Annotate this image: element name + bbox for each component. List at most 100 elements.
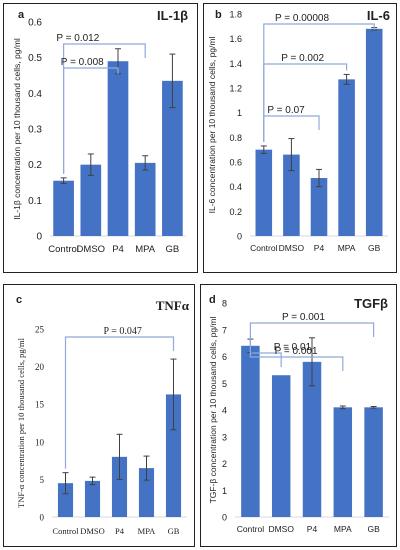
bar-dmso (283, 154, 300, 236)
y-tick-label: 8 (222, 299, 227, 309)
category-label: MPA (334, 524, 352, 534)
y-tick-label: 0 (237, 232, 242, 242)
chart-panel-d: d TGFβ 0 1 2 3 4 5 6 7 8 TGF-β concentration per 10… (200, 284, 397, 547)
category-label: Control (237, 524, 265, 534)
bar-gb (364, 407, 383, 517)
bar-dmso (80, 164, 102, 236)
y-tick-label: 20 (35, 362, 45, 372)
panel-letter-c: c (16, 294, 22, 306)
bar-gb (365, 28, 383, 236)
significance-bracket (263, 63, 348, 142)
y-tick-label: 0.8 (229, 133, 242, 143)
chart-a-svg: a IL-1β 0 0.1 0.2 0.3 0.4 0.5 0.6 IL-1β concentra… (12, 8, 188, 255)
y-tick-label: 3 (222, 432, 227, 442)
bar-dmso (84, 480, 101, 517)
y-tick-label: 0.2 (28, 160, 42, 171)
y-axis-label: IL-1β concentration per 10 thousand cell… (12, 38, 22, 220)
category-label: GB (367, 524, 380, 534)
category-label: GB (168, 526, 180, 536)
chart-c-svg: c TNFα 0 5 10 15 20 25 TNF-α concentration per 1… (16, 294, 190, 536)
y-tick-label: 0.6 (229, 158, 242, 168)
chart-title: TGFβ (354, 296, 388, 311)
significance-bracket (263, 115, 320, 142)
bar-control (57, 483, 74, 517)
category-label: GB (166, 244, 180, 255)
panel-letter-a: a (18, 9, 25, 21)
y-tick-label: 25 (35, 325, 45, 335)
bar-control (255, 149, 273, 236)
category-label: Control (48, 244, 79, 255)
bar-gb (165, 394, 182, 517)
category-label: P4 (112, 244, 124, 255)
category-label: P4 (314, 243, 325, 253)
bar-p4 (107, 61, 129, 236)
y-tick-label: 5 (222, 379, 227, 389)
category-label: MPA (138, 526, 157, 536)
p-value-label: P = 0.047 (104, 326, 142, 337)
bar-mpa (338, 79, 355, 236)
p-value-label: P = 0.07 (267, 105, 305, 116)
chart-title: IL-6 (367, 8, 390, 23)
p-value-label: P = 0.01 (274, 342, 312, 353)
category-label: P4 (307, 524, 318, 534)
p-value-label: P = 0.00008 (275, 13, 329, 24)
y-tick-label: 1.4 (229, 59, 242, 69)
category-label: MPA (135, 244, 156, 255)
bar-gb (162, 80, 183, 236)
significance-bracket (64, 336, 175, 469)
significance-bracket (249, 335, 344, 371)
category-label: DMSO (80, 526, 105, 536)
y-tick-label: 1.6 (229, 34, 242, 44)
chart-panel-b: b IL-6 0 0.2 0.4 0.6 0.8 1 1.2 1.4 1.6 1.8 IL-6 conc… (203, 3, 397, 273)
bar-mpa (138, 468, 155, 517)
significance-bracket (63, 67, 119, 174)
y-tick-label: 15 (35, 400, 45, 410)
y-tick-label: 1 (237, 108, 242, 118)
y-tick-label: 10 (35, 437, 45, 447)
chart-title: IL-1β (157, 8, 188, 23)
p-value-label: P = 0.001 (282, 312, 325, 323)
y-tick-label: 7 (222, 325, 227, 335)
panel-letter-b: b (215, 9, 222, 21)
category-label: DMSO (268, 524, 294, 534)
chart-d-svg: d TGFβ 0 1 2 3 4 5 6 7 8 TGF-β concentration per 10… (208, 294, 389, 534)
category-label: Control (250, 243, 278, 253)
y-tick-label: 0 (36, 232, 42, 243)
category-label: DMSO (77, 244, 106, 255)
bar-control (53, 180, 74, 236)
bar-control (241, 345, 260, 517)
y-tick-label: 1.2 (229, 84, 242, 94)
y-tick-label: 0.2 (229, 207, 242, 217)
y-tick-label: 0 (222, 513, 227, 523)
y-tick-label: 6 (222, 352, 227, 362)
category-label: DMSO (279, 243, 305, 253)
y-tick-label: 0.3 (28, 125, 42, 136)
category-label: MPA (338, 243, 356, 253)
bar-mpa (134, 162, 156, 236)
panel-letter-d: d (209, 294, 216, 306)
y-tick-label: 0.4 (229, 182, 242, 192)
y-tick-label: 0 (40, 513, 45, 523)
category-label: GB (368, 243, 381, 253)
y-tick-label: 0.5 (28, 53, 42, 64)
p-value-label: P = 0.012 (56, 33, 99, 44)
y-axis-label: TGF-β concentration per 10 thousand cell… (208, 317, 218, 504)
y-tick-label: 0.1 (28, 196, 42, 207)
bar-mpa (333, 407, 353, 517)
bar-dmso (271, 375, 291, 517)
chart-title: TNFα (156, 298, 190, 313)
p-value-label: P = 0.008 (61, 57, 104, 68)
significance-bracket (249, 322, 375, 337)
y-tick-label: 2 (222, 459, 227, 469)
chart-b-svg: b IL-6 0 0.2 0.4 0.6 0.8 1 1.2 1.4 1.6 1.8 IL-6 conc… (207, 8, 390, 253)
chart-panel-a: a IL-1β 0 0.1 0.2 0.3 0.4 0.5 0.6 IL-1β concentra… (3, 3, 198, 273)
bar-p4 (111, 456, 128, 517)
y-tick-label: 4 (222, 406, 227, 416)
p-value-label: P = 0.001 (275, 346, 318, 357)
bar-p4 (302, 361, 322, 517)
y-axis-label: TNF-α concentration per 10 thousand cell… (16, 337, 26, 508)
bar-p4 (310, 178, 328, 236)
y-tick-label: 0.4 (28, 89, 42, 100)
y-tick-label: 1.8 (229, 10, 242, 20)
y-tick-label: 0.6 (28, 18, 42, 29)
